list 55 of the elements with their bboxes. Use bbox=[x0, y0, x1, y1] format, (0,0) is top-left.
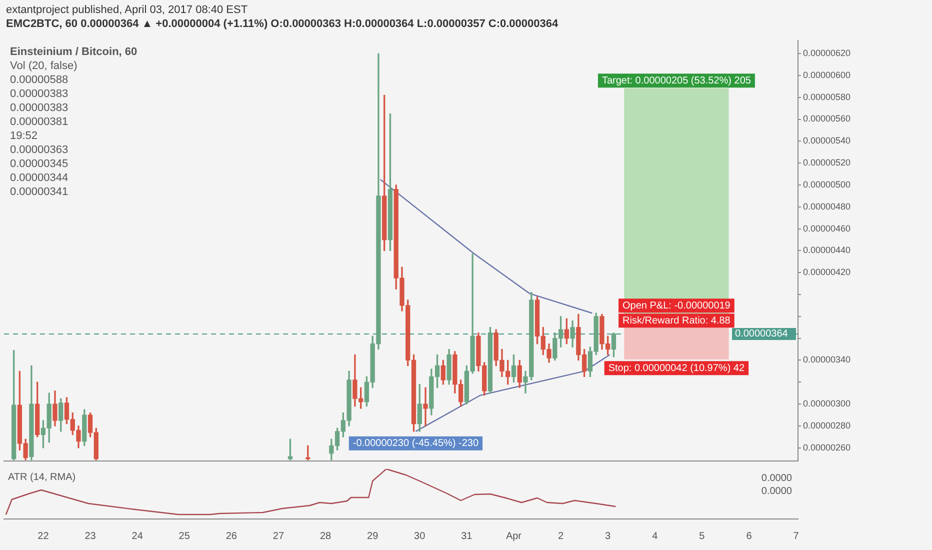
y-tick-label: 0.00000420 bbox=[803, 267, 851, 278]
chart-subtitle: EMC2BTC, 60 0.00000364 ▲ +0.00000004 (+1.11%) O:0.00000363 H:0.00000364 L:0.00000357 C:0.00000364 bbox=[6, 17, 560, 31]
y-tick-label: 0.00000260 bbox=[803, 442, 851, 452]
y-tick-label: 0.00000560 bbox=[803, 114, 851, 124]
y-tick-label: 0.00000620 bbox=[803, 48, 851, 58]
y-tick-label: 0.00000340 bbox=[803, 354, 851, 365]
x-tick-label: 23 bbox=[84, 530, 96, 542]
x-tick-label: 24 bbox=[132, 530, 144, 542]
annotation: 0.0000 bbox=[761, 486, 792, 497]
annotation: 0.00000344 bbox=[10, 172, 68, 184]
y-tick-label: 0.00000540 bbox=[803, 136, 851, 146]
y-tick-label: 0.00000460 bbox=[803, 223, 851, 234]
x-tick-label: 22 bbox=[38, 530, 50, 542]
annotation: 0.00000345 bbox=[10, 158, 68, 170]
data-label: Stop: 0.00000042 (10.97%) 42 bbox=[608, 362, 745, 374]
data-label: Target: 0.00000205 (53.52%) 205 bbox=[602, 75, 752, 86]
annotation: 0.00000588 bbox=[10, 74, 68, 86]
annotation: 0.00000383 bbox=[10, 88, 68, 100]
annotation: 19:52 bbox=[10, 130, 38, 142]
y-tick-label: 0.00000520 bbox=[803, 158, 851, 168]
y-tick-label: 0.00000280 bbox=[803, 420, 851, 430]
y-tick-label: 0.00000440 bbox=[803, 245, 851, 256]
candlestick bbox=[423, 387, 428, 426]
x-tick-label: 30 bbox=[414, 530, 426, 542]
y-tick-label: 0.00000480 bbox=[803, 201, 851, 212]
y-tick-label: 0.00000580 bbox=[803, 92, 851, 102]
ref-line-label: 0.00000364 bbox=[735, 328, 788, 340]
x-tick-label: 29 bbox=[367, 530, 379, 542]
annotation: 0.00000363 bbox=[10, 144, 68, 156]
x-tick-label: 2 bbox=[558, 530, 564, 542]
annotation: 0.00000383 bbox=[10, 102, 68, 114]
annotation: 0.0000 bbox=[761, 472, 792, 484]
annotation: Einsteinium / Bitcoin, 60 bbox=[10, 46, 138, 58]
x-tick-label: 28 bbox=[320, 530, 332, 542]
x-tick-label: Apr bbox=[506, 530, 522, 542]
annotation: Risk/Reward Ratio: 4.88 bbox=[622, 315, 731, 326]
chart-title: ATR (14, RMA) bbox=[8, 472, 76, 483]
x-tick-label: 31 bbox=[461, 530, 473, 542]
x-tick-label: 5 bbox=[699, 530, 706, 542]
y-tick-label: 0.00000300 bbox=[803, 398, 851, 409]
x-tick-label: 6 bbox=[746, 530, 752, 542]
annotation: 0.00000341 bbox=[10, 186, 68, 198]
y-tick-label: 0.00000500 bbox=[803, 179, 851, 190]
annotation: -0.00000230 (-45.45%) -230 bbox=[352, 438, 479, 450]
x-tick-label: 26 bbox=[226, 530, 238, 542]
x-tick-label: 3 bbox=[605, 530, 612, 542]
annotation: Vol (20, false) bbox=[10, 60, 78, 72]
x-tick-label: 4 bbox=[652, 530, 658, 542]
chart-title: extantproject published, April 03, 2017 08:40 EST bbox=[6, 3, 249, 17]
annotation: Open P&L: -0.00000019 bbox=[622, 300, 731, 312]
x-tick-label: 27 bbox=[272, 530, 284, 542]
x-tick-label: 25 bbox=[178, 530, 190, 542]
x-tick-label: 7 bbox=[793, 530, 800, 542]
annotation: 0.00000381 bbox=[10, 116, 68, 128]
y-tick-label: 0.00000600 bbox=[803, 70, 851, 80]
